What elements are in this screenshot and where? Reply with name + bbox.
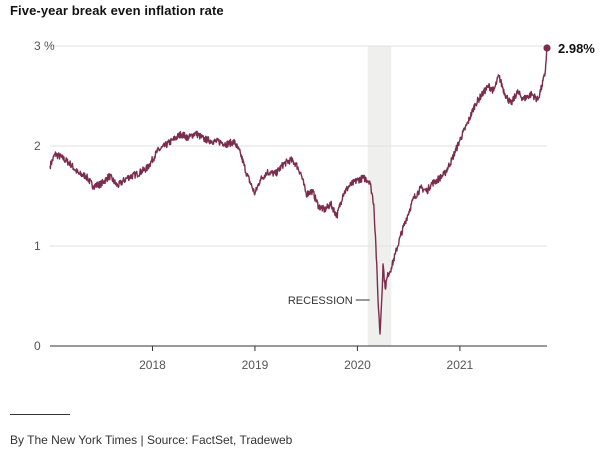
series-line	[49, 47, 548, 335]
source-credit: By The New York Times | Source: FactSet,…	[10, 433, 293, 447]
x-tick-label: 2019	[242, 358, 269, 372]
footer-rule	[10, 414, 70, 415]
series-group	[49, 47, 548, 335]
x-tick-label: 2021	[447, 358, 474, 372]
end-point-label: 2.98%	[558, 41, 595, 56]
recession-label: RECESSION	[288, 295, 353, 307]
x-axis-ticks: 2018 2019 2020 2021	[139, 346, 474, 372]
recession-band-group	[367, 46, 392, 346]
y-tick-label: 0	[34, 339, 41, 353]
recession-band	[367, 46, 392, 346]
x-tick-label: 2018	[139, 358, 166, 372]
gridlines	[50, 45, 547, 347]
y-tick-label: 1	[34, 239, 41, 253]
x-tick-label: 2020	[344, 358, 371, 372]
y-axis-ticks: 0 1 2 3 %	[34, 39, 55, 353]
chart-title: Five-year break even inflation rate	[10, 3, 224, 18]
y-tick-label: 2	[34, 139, 41, 153]
end-point-dot	[543, 44, 551, 52]
y-tick-label: 3 %	[34, 39, 55, 53]
annotation-group: 2.98% RECESSION	[288, 41, 595, 307]
